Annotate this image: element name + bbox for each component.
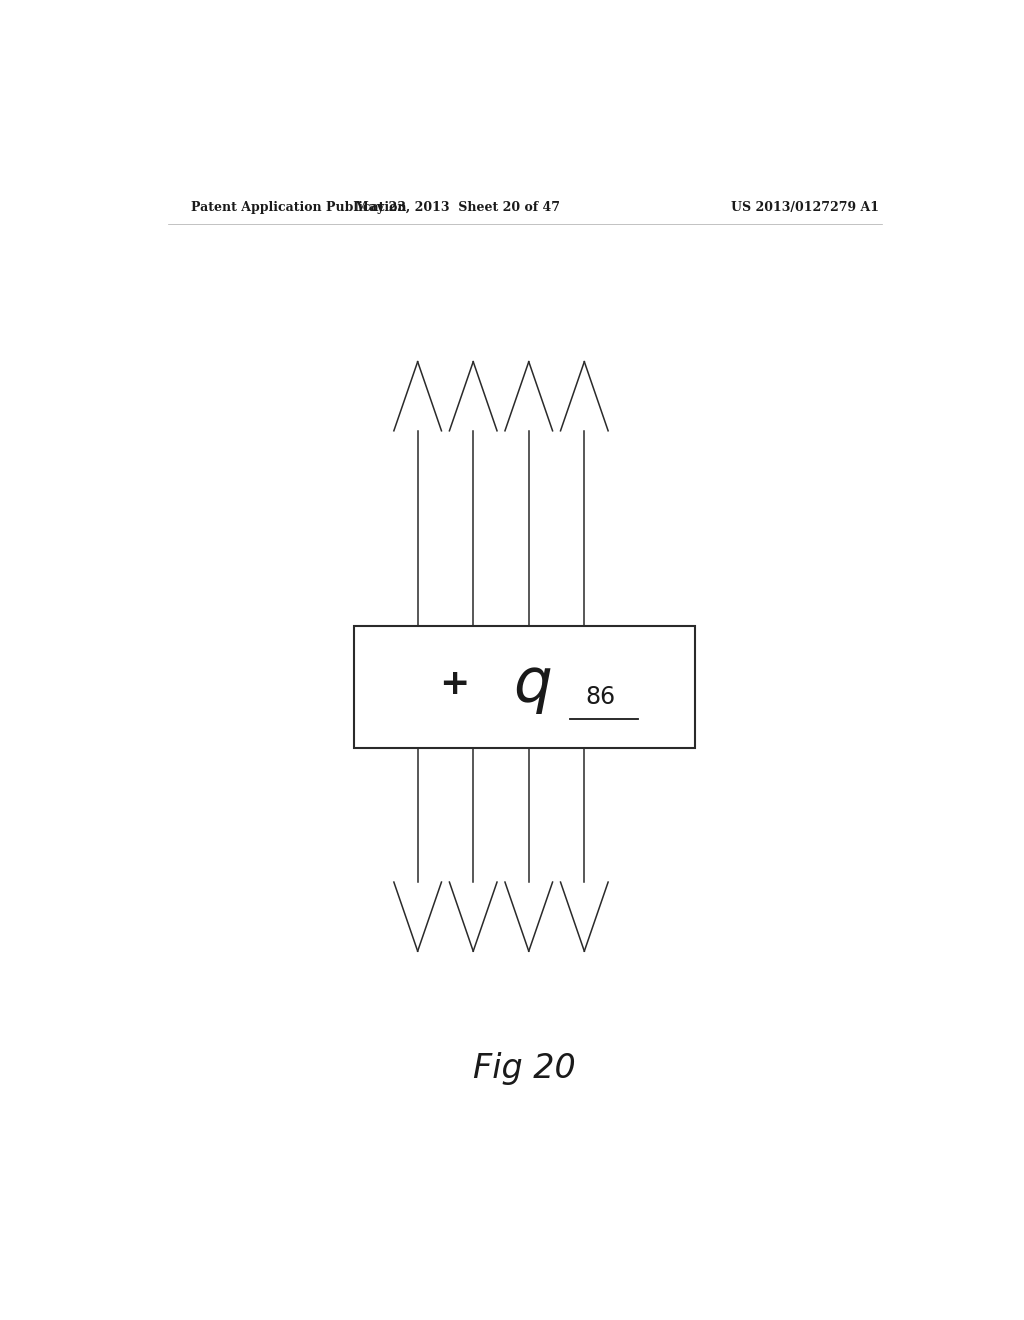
Text: May 23, 2013  Sheet 20 of 47: May 23, 2013 Sheet 20 of 47 [355,201,560,214]
Text: 86: 86 [585,685,615,709]
Text: Fig 20: Fig 20 [473,1052,577,1085]
Text: q: q [513,656,552,714]
Text: US 2013/0127279 A1: US 2013/0127279 A1 [731,201,880,214]
Bar [354,626,695,748]
Text: Patent Application Publication: Patent Application Publication [191,201,407,214]
Text: +: + [440,667,482,701]
